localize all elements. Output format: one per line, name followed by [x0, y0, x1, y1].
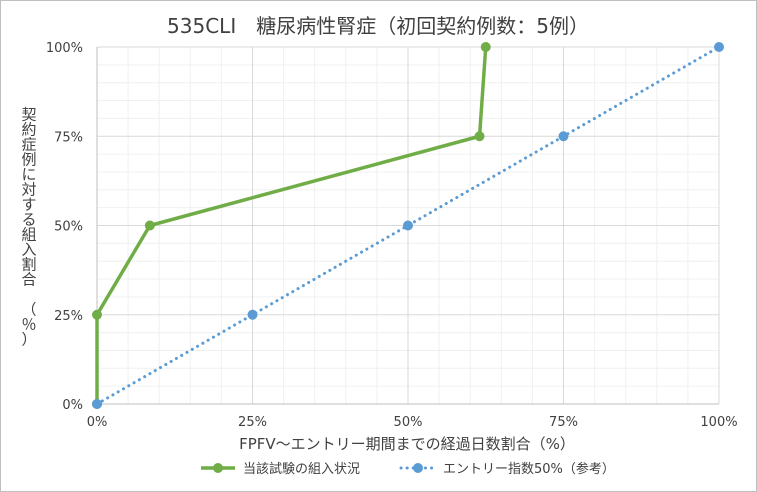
tick-labels: 0% 25% 50% 75% 100% 0% 25% 50% 75% 100%: [46, 41, 738, 430]
series-2-point: [92, 399, 102, 409]
y-axis-title: 契約症例に対する組入割合 （％）: [21, 106, 36, 349]
y-tick-label: 75%: [54, 130, 83, 145]
legend-marker-1: [213, 463, 223, 473]
y-tick-label: 100%: [46, 41, 83, 56]
legend-item: 当該試験の組入状況: [201, 461, 360, 477]
legend-marker-2: [413, 463, 423, 473]
x-tick-label: 75%: [549, 415, 578, 430]
legend: 当該試験の組入状況 エントリー指数50%（参考）: [201, 461, 615, 477]
series-2-point: [247, 309, 258, 320]
legend-label-1: 当該試験の組入状況: [243, 461, 360, 477]
x-axis-title: FPFV～エントリー期間までの経過日数割合（%）: [239, 435, 575, 453]
series-2-point: [403, 220, 413, 231]
x-tick-label: 100%: [700, 415, 737, 430]
series-1-point: [474, 131, 485, 142]
series-2-point: [714, 42, 724, 52]
series-1-point: [92, 309, 102, 320]
series-1-point: [480, 42, 491, 52]
y-tick-label: 0%: [62, 398, 83, 413]
y-tick-label: 25%: [54, 309, 83, 324]
chart-title: 535CLI 糖尿病性腎症（初回契約例数：5例）: [167, 14, 589, 38]
legend-label-2: エントリー指数50%（参考）: [443, 461, 615, 477]
y-tick-label: 50%: [54, 220, 83, 235]
x-tick-label: 25%: [238, 415, 267, 430]
x-tick-label: 50%: [394, 415, 423, 430]
plot-series: [92, 42, 724, 409]
x-tick-label: 0%: [87, 415, 108, 430]
legend-item: エントリー指数50%（参考）: [399, 461, 615, 477]
series-2-point: [558, 131, 569, 142]
series-1-point: [144, 220, 155, 231]
